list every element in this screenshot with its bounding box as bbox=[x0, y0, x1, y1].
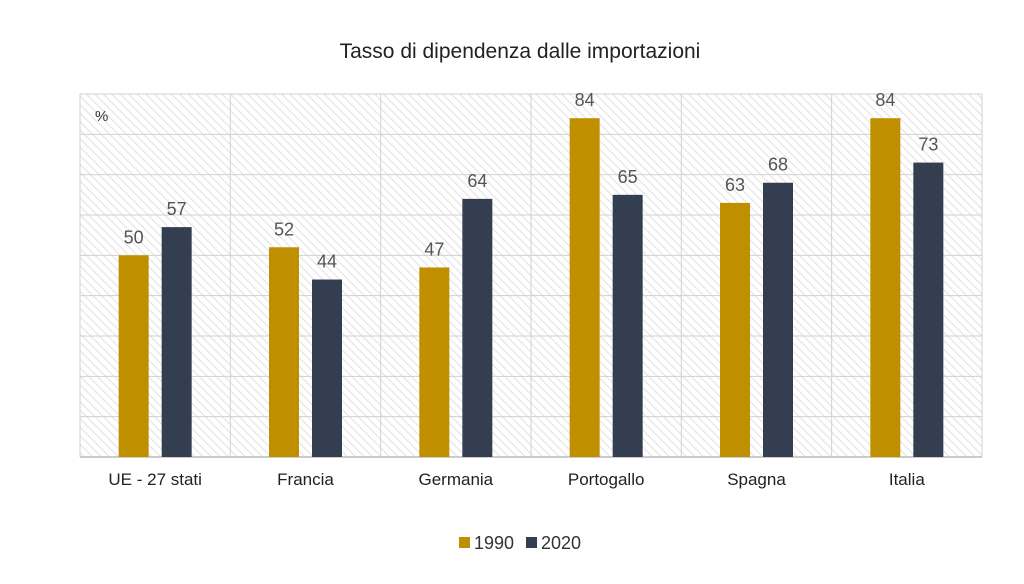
legend-label-1990: 1990 bbox=[474, 533, 514, 553]
unit-label: % bbox=[95, 108, 108, 125]
data-label: 50 bbox=[124, 227, 144, 247]
bar-2020-3 bbox=[612, 194, 643, 458]
bar-1990-2 bbox=[419, 267, 450, 457]
x-tick-label: Italia bbox=[889, 470, 925, 489]
data-label: 52 bbox=[274, 219, 294, 239]
data-label: 84 bbox=[875, 90, 895, 110]
bar-1990-5 bbox=[870, 118, 901, 457]
bar-1990-3 bbox=[569, 118, 600, 457]
bar-1990-1 bbox=[269, 247, 299, 457]
bar-2020-0 bbox=[161, 227, 192, 457]
data-labels: 50 57 52 44 47 64 84 65 63 68 84 73 bbox=[124, 90, 939, 271]
bars bbox=[118, 118, 944, 458]
data-label: 63 bbox=[725, 175, 745, 195]
bar-1990-4 bbox=[720, 202, 750, 457]
bar-2020-4 bbox=[763, 182, 793, 457]
data-label: 65 bbox=[618, 167, 638, 187]
legend-swatch-2020 bbox=[526, 537, 537, 548]
data-label: 44 bbox=[317, 252, 337, 272]
data-label: 47 bbox=[424, 239, 444, 259]
bar-2020-5 bbox=[913, 162, 944, 458]
legend-swatch-1990 bbox=[459, 537, 470, 548]
data-label: 84 bbox=[575, 90, 595, 110]
x-tick-label: Spagna bbox=[727, 470, 786, 489]
bar-2020-2 bbox=[462, 198, 493, 457]
bar-2020-1 bbox=[312, 279, 342, 457]
legend: 1990 2020 bbox=[459, 533, 581, 553]
x-tick-labels: UE - 27 stati Francia Germania Portogallo Sp… bbox=[108, 470, 925, 489]
bar-1990-0 bbox=[118, 255, 149, 457]
legend-label-2020: 2020 bbox=[541, 533, 581, 553]
data-label: 64 bbox=[467, 171, 487, 191]
gridlines bbox=[79, 93, 983, 458]
data-label: 57 bbox=[167, 199, 187, 219]
x-tick-label: Portogallo bbox=[568, 470, 645, 489]
chart-title: Tasso di dipendenza dalle importazioni bbox=[340, 40, 701, 63]
x-tick-label: UE - 27 stati bbox=[108, 470, 202, 489]
data-label: 73 bbox=[918, 135, 938, 155]
data-label: 68 bbox=[768, 155, 788, 175]
x-tick-label: Germania bbox=[419, 470, 494, 489]
x-tick-label: Francia bbox=[277, 470, 334, 489]
